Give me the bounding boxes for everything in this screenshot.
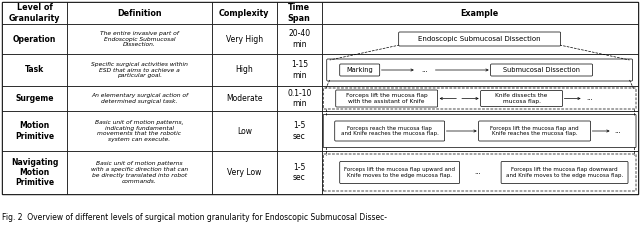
FancyBboxPatch shape — [336, 90, 438, 107]
Bar — [2, 86, 67, 111]
Bar — [67, 111, 212, 151]
Bar — [67, 2, 212, 24]
FancyBboxPatch shape — [327, 59, 632, 81]
Bar — [67, 54, 212, 86]
Bar — [212, 151, 276, 194]
Bar — [2, 24, 67, 54]
Text: ...: ... — [474, 169, 481, 175]
Text: 0.1-10
min: 0.1-10 min — [287, 89, 312, 108]
Text: 1-5
sec: 1-5 sec — [293, 121, 306, 141]
Text: Forceps lift the mucosa flap
with the assistant of Knife: Forceps lift the mucosa flap with the as… — [346, 93, 428, 104]
Text: Time
Span: Time Span — [288, 3, 310, 23]
Bar — [322, 24, 637, 54]
Text: Motion
Primitive: Motion Primitive — [15, 121, 54, 141]
Bar — [276, 86, 322, 111]
Text: ...: ... — [421, 67, 428, 73]
Text: An elementary surgical action of
determined surgical task.: An elementary surgical action of determi… — [91, 93, 188, 104]
FancyBboxPatch shape — [491, 64, 593, 76]
Bar — [212, 54, 276, 86]
Bar — [2, 2, 67, 24]
Text: Knife dissects the
mucosa flap.: Knife dissects the mucosa flap. — [495, 93, 548, 104]
Text: Surgeme: Surgeme — [15, 94, 54, 103]
FancyBboxPatch shape — [335, 121, 445, 141]
Text: Forceps reach the mucosa flap
and Knife reaches the mucosa flap.: Forceps reach the mucosa flap and Knife … — [340, 125, 438, 136]
Text: Forceps lift the mucosa flap downward
and Knife moves to the edge mucosa flap.: Forceps lift the mucosa flap downward an… — [506, 167, 623, 178]
FancyBboxPatch shape — [340, 161, 460, 183]
Text: Marking: Marking — [346, 67, 373, 73]
FancyBboxPatch shape — [323, 154, 636, 191]
Bar — [276, 2, 322, 24]
Bar — [2, 2, 637, 194]
FancyBboxPatch shape — [323, 88, 636, 109]
Text: Forceps lift the mucosa flap upward and
Knife moves to the edge mucosa flap.: Forceps lift the mucosa flap upward and … — [344, 167, 455, 178]
Text: Basic unit of motion patterns,
indicating fundamental
movements that the robotic: Basic unit of motion patterns, indicatin… — [95, 120, 184, 142]
Text: Low: Low — [237, 126, 252, 136]
Text: Complexity: Complexity — [219, 8, 269, 17]
Text: Basic unit of motion patterns
with a specific direction that can
be directly tra: Basic unit of motion patterns with a spe… — [91, 161, 188, 184]
Text: Moderate: Moderate — [226, 94, 262, 103]
Text: Very High: Very High — [226, 35, 263, 44]
Text: 1-5
sec: 1-5 sec — [293, 163, 306, 182]
Bar — [2, 54, 67, 86]
Text: Operation: Operation — [13, 35, 56, 44]
Text: 1-15
min: 1-15 min — [291, 60, 308, 80]
Bar — [212, 86, 276, 111]
Bar — [67, 86, 212, 111]
Text: ...: ... — [586, 95, 593, 101]
Text: ...: ... — [614, 128, 621, 134]
Bar — [322, 54, 637, 86]
FancyBboxPatch shape — [479, 121, 591, 141]
FancyBboxPatch shape — [399, 32, 561, 46]
Bar — [322, 2, 637, 24]
Bar — [67, 151, 212, 194]
Bar — [2, 111, 67, 151]
Bar — [322, 111, 637, 151]
Bar — [322, 151, 637, 194]
Text: High: High — [236, 65, 253, 74]
FancyBboxPatch shape — [501, 161, 628, 183]
FancyBboxPatch shape — [340, 64, 380, 76]
Bar — [212, 24, 276, 54]
Text: Forceps lift the mucosa flap and
Knife reaches the mucosa flap.: Forceps lift the mucosa flap and Knife r… — [490, 125, 579, 136]
Text: Level of
Granularity: Level of Granularity — [9, 3, 60, 23]
Bar — [2, 151, 67, 194]
Bar — [322, 86, 637, 111]
Text: 20-40
min: 20-40 min — [288, 29, 310, 49]
Text: Endoscopic Submucosal Dissection: Endoscopic Submucosal Dissection — [419, 36, 541, 42]
Text: Submucosal Dissection: Submucosal Dissection — [503, 67, 580, 73]
Text: Example: Example — [461, 8, 499, 17]
Bar — [276, 24, 322, 54]
Bar — [212, 2, 276, 24]
Bar — [276, 111, 322, 151]
FancyBboxPatch shape — [323, 114, 636, 147]
Text: Task: Task — [25, 65, 44, 74]
Text: Specific surgical activities within
ESD that aims to achieve a
particular goal.: Specific surgical activities within ESD … — [91, 62, 188, 78]
Text: Very Low: Very Low — [227, 168, 262, 177]
Bar — [276, 54, 322, 86]
Bar — [276, 151, 322, 194]
Text: Fig. 2  Overview of different levels of surgical motion granularity for Endoscop: Fig. 2 Overview of different levels of s… — [2, 213, 387, 222]
Text: Navigating
Motion
Primitive: Navigating Motion Primitive — [11, 158, 58, 187]
Bar — [212, 111, 276, 151]
Text: Definition: Definition — [117, 8, 162, 17]
Text: The entire invasive part of
Endoscopic Submucosal
Dissection.: The entire invasive part of Endoscopic S… — [100, 31, 179, 47]
Bar — [67, 24, 212, 54]
FancyBboxPatch shape — [481, 90, 563, 106]
